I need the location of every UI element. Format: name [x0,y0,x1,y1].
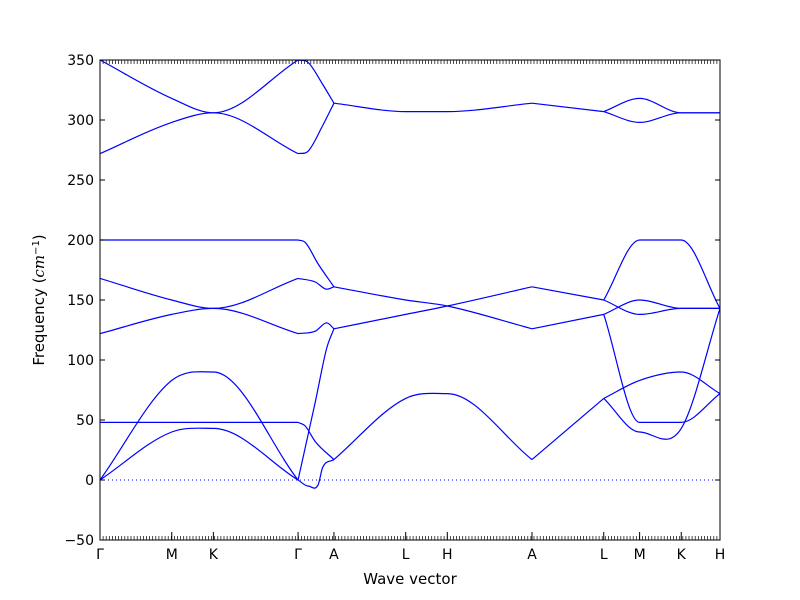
dispersion-branch-29 [603,299,720,316]
y-tick-label: 0 [85,473,94,489]
dispersion-branch-11 [297,328,335,481]
dispersion-branch-5 [100,277,299,310]
dispersion-branch-20 [333,102,533,113]
dispersion-branch-8 [100,60,299,114]
x-tick-label-K: K [209,547,219,563]
y-axis: −50 0 50 100 150 200 250 300 350 [64,53,720,549]
y-tick-label: −50 [64,533,94,549]
x-tick-label-M: M [166,547,178,563]
x-tick-label-A: A [527,547,537,563]
plot-background [100,60,720,540]
dispersion-branch-19 [333,286,533,330]
y-tick-label: 150 [67,293,94,309]
y-tick-label: 300 [67,113,94,129]
svg-text:Frequency (cm−1): Frequency (cm−1) [30,234,48,365]
dispersion-branch-1 [100,371,299,481]
y-axis-title-exponent: −1 [31,240,42,255]
dispersion-branch-22 [531,313,604,330]
dispersion-branch-12 [297,322,335,335]
y-tick-label: 250 [67,173,94,189]
x-tick-label-H: H [442,547,453,563]
x-tick-label-K: K [677,547,687,563]
dispersion-branch-30 [603,239,720,309]
dispersion-branch-18 [333,286,533,330]
dispersion-branch-25 [603,371,720,399]
dispersion-branch-32 [603,111,720,124]
dispersion-branch-4 [100,307,299,335]
x-tick-label-A: A [329,547,339,563]
y-axis-title-unit: cm [30,255,48,278]
dispersion-branch-24 [531,102,604,113]
y-axis-title-suffix: ) [30,234,48,240]
y-axis-title-prefix: Frequency ( [30,278,48,366]
y-axis-title: Frequency (cm−1) [30,234,48,365]
dispersion-branch-7 [100,112,299,155]
x-tick-label-L: L [402,547,410,563]
dispersion-branch-2 [100,427,299,481]
dispersion-branch-14 [297,239,335,288]
x-axis-title: Wave vector [363,570,457,588]
dispersion-branch-9 [297,459,335,489]
dispersion-branch-13 [297,277,335,290]
dispersion-branch-26 [603,308,720,440]
y-tick-label: 350 [67,53,94,69]
x-tick-label-Γ: Γ [294,547,302,563]
x-tick-label-L: L [600,547,608,563]
minor-ticks [99,60,718,540]
y-tick-label: 50 [76,413,94,429]
dispersion-branch-23 [531,286,604,301]
x-tick-label-M: M [634,547,646,563]
dispersion-branch-17 [333,392,533,461]
dispersion-branch-27 [603,314,720,423]
x-tick-label-H: H [715,547,726,563]
y-tick-label: 100 [67,353,94,369]
dispersion-branch-21 [531,397,605,461]
dispersion-branch-10 [297,421,335,461]
y-tick-label: 200 [67,233,94,249]
dispersion-branch-15 [297,102,335,155]
series-group [100,60,720,489]
x-tick-label-Γ: Γ [96,547,104,563]
